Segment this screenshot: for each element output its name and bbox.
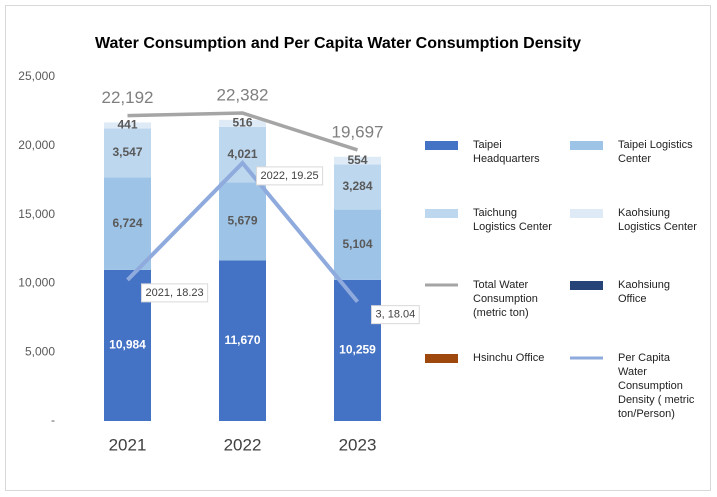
y-tick-label: 5,000	[25, 344, 55, 358]
line-label-box	[371, 305, 420, 325]
bar-label: 6,724	[112, 216, 142, 230]
line-label: 2021, 18.23	[146, 287, 204, 299]
y-tick-label: 25,000	[18, 69, 55, 83]
line-label-box	[256, 166, 324, 186]
y-tick-label: 20,000	[18, 138, 55, 152]
chart-title: Water Consumption and Per Capita Water C…	[95, 35, 581, 52]
bar-label: 441	[117, 118, 137, 132]
line-label-box	[141, 283, 209, 303]
bar-segment	[334, 164, 381, 210]
bar-label: 3,284	[342, 179, 372, 193]
legend-label: Kaohsiung Logistics Center	[618, 207, 697, 233]
bar-segment	[104, 177, 151, 270]
bar-label: 5,679	[227, 214, 257, 228]
bar-segment	[104, 122, 151, 129]
bar-label: 10,984	[109, 338, 146, 352]
y-tick-label: 15,000	[18, 207, 55, 221]
y-tick-label: 10,000	[18, 276, 55, 290]
bar-label: 10,259	[339, 343, 376, 357]
line-label: 22,192	[102, 88, 154, 107]
line-label: 19,697	[332, 122, 384, 141]
line-label: 3, 18.04	[376, 309, 416, 321]
y-tick-label: -	[51, 413, 55, 427]
bar-label: 554	[347, 153, 367, 167]
legend-swatch	[425, 354, 458, 363]
line	[127, 111, 359, 152]
legend-swatch	[570, 209, 603, 218]
line-label: 2022, 19.25	[261, 170, 319, 182]
legend-label: Taichung Logistics Center	[473, 207, 552, 233]
legend-label: Total Water Consumption (metric ton)	[473, 279, 538, 319]
bar-segment	[334, 156, 381, 165]
bar-segment	[104, 128, 151, 178]
legend-label: Per Capita Water Consumption Density ( m…	[618, 352, 695, 420]
line-label: 22,382	[217, 86, 269, 105]
bar-label: 5,104	[342, 237, 372, 251]
line	[126, 160, 360, 304]
bar-segment	[219, 182, 266, 261]
bar-label: 516	[232, 116, 252, 130]
legend-swatch	[425, 209, 458, 218]
legend-label: Kaohsiung Office	[618, 279, 670, 305]
bar-label: 4,021	[227, 147, 257, 161]
bar-label: 11,670	[224, 333, 260, 347]
bar-segment	[219, 260, 266, 421]
legend-label: Taipei Logistics Center	[618, 139, 693, 165]
x-tick-label: 2022	[224, 435, 262, 454]
bar-segment	[334, 209, 381, 280]
bar-segment	[334, 279, 381, 421]
x-tick-label: 2023	[339, 435, 377, 454]
legend-label: Taipei Headquarters	[473, 139, 540, 165]
legend-swatch	[570, 141, 603, 150]
bar-label: 3,547	[112, 145, 142, 159]
legend-swatch	[570, 281, 603, 290]
legend-swatch	[425, 141, 458, 150]
legend-label: Hsinchu Office	[473, 352, 545, 364]
bar-segment	[219, 119, 266, 127]
x-tick-label: 2021	[109, 435, 147, 454]
